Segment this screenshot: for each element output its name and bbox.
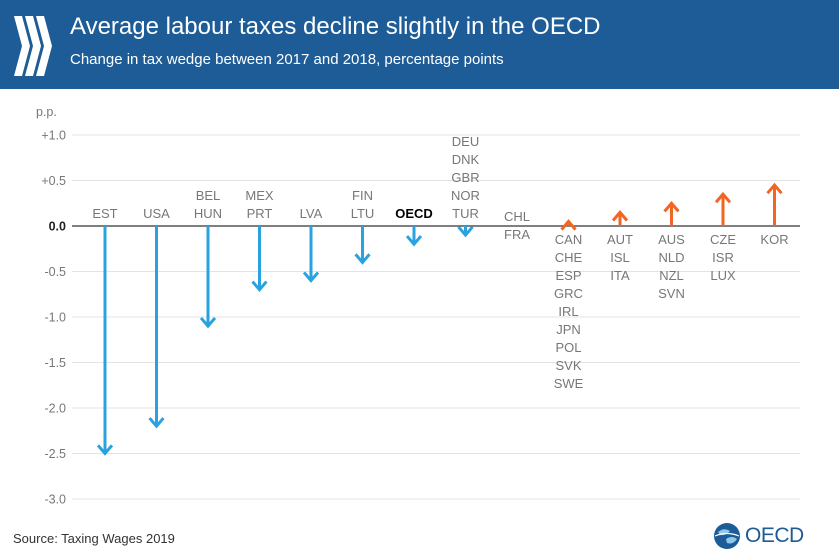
arrow-head	[251, 280, 268, 293]
country-label: BEL	[196, 188, 221, 203]
arrow-head	[96, 444, 114, 456]
country-label: AUT	[607, 232, 633, 247]
source-note: Source: Taxing Wages 2019	[13, 531, 175, 546]
country-label: KOR	[760, 232, 788, 247]
country-label: ISL	[610, 250, 630, 265]
country-label: ESP	[555, 268, 581, 283]
arrow-head	[611, 210, 629, 222]
country-label: CHE	[555, 250, 583, 265]
country-label: HUN	[194, 206, 222, 221]
country-label: CHL	[504, 209, 530, 224]
country-label: SVK	[555, 358, 581, 373]
arrow-head	[148, 417, 165, 429]
country-label: AUS	[658, 232, 685, 247]
chart-header: Average labour taxes decline slightly in…	[0, 0, 839, 89]
arrow-head	[766, 182, 783, 195]
country-label: POL	[555, 340, 581, 355]
country-label: IRL	[558, 304, 578, 319]
y-tick-label: 0.0	[49, 220, 66, 234]
country-label: LUX	[710, 268, 736, 283]
arrow-head	[354, 253, 371, 265]
arrow-head	[302, 271, 320, 283]
country-label: CAN	[555, 232, 582, 247]
country-label: TUR	[452, 206, 479, 221]
y-tick-label: -1.5	[44, 356, 66, 370]
y-tick-label: -2.5	[44, 447, 66, 461]
arrow-head	[405, 235, 423, 247]
country-label: NOR	[451, 188, 480, 203]
y-tick-label: -2.0	[44, 402, 66, 416]
chart-subtitle: Change in tax wedge between 2017 and 201…	[70, 51, 504, 68]
arrow-head	[663, 200, 680, 213]
country-label: GRC	[554, 286, 583, 301]
y-tick-label: +0.5	[41, 174, 66, 188]
arrow-head	[199, 316, 217, 329]
y-tick-label: -3.0	[44, 493, 66, 507]
y-tick-label: +1.0	[41, 129, 66, 143]
arrow-head	[560, 219, 577, 231]
country-label: NLD	[658, 250, 684, 265]
country-label: GBR	[451, 170, 479, 185]
country-label: SVN	[658, 286, 685, 301]
country-label: USA	[143, 206, 170, 221]
country-label: LVA	[300, 206, 323, 221]
country-label: CZE	[710, 232, 736, 247]
oecd-logo: OECD	[712, 519, 804, 553]
y-unit-label: p.p.	[36, 105, 57, 119]
arrow-head	[457, 225, 474, 238]
country-label: JPN	[556, 322, 581, 337]
country-label: SWE	[554, 376, 584, 391]
country-label: LTU	[351, 206, 375, 221]
country-label: FRA	[504, 227, 530, 242]
oecd-globe-icon	[714, 523, 740, 549]
country-label: MEX	[245, 188, 274, 203]
oecd-chevrons-icon	[14, 16, 52, 76]
y-tick-label: -1.0	[44, 311, 66, 325]
country-label: NZL	[659, 268, 684, 283]
oecd-logo-text: OECD	[745, 524, 804, 547]
arrow-head	[714, 191, 732, 204]
country-label: ISR	[712, 250, 734, 265]
country-label: FIN	[352, 188, 373, 203]
y-tick-label: -0.5	[44, 265, 66, 279]
country-label: PRT	[247, 206, 273, 221]
chart-title: Average labour taxes decline slightly in…	[70, 13, 601, 40]
country-label: OECD	[395, 206, 433, 221]
country-label: DNK	[452, 152, 480, 167]
country-label: ITA	[610, 268, 630, 283]
country-label: DEU	[452, 134, 479, 149]
country-label: EST	[92, 206, 117, 221]
arrow-chart: p.p. +1.0 +0.5 0.0 -0.5 -1.0 -1.5 -2.0 -2.5 -3.0 E…	[36, 105, 800, 507]
